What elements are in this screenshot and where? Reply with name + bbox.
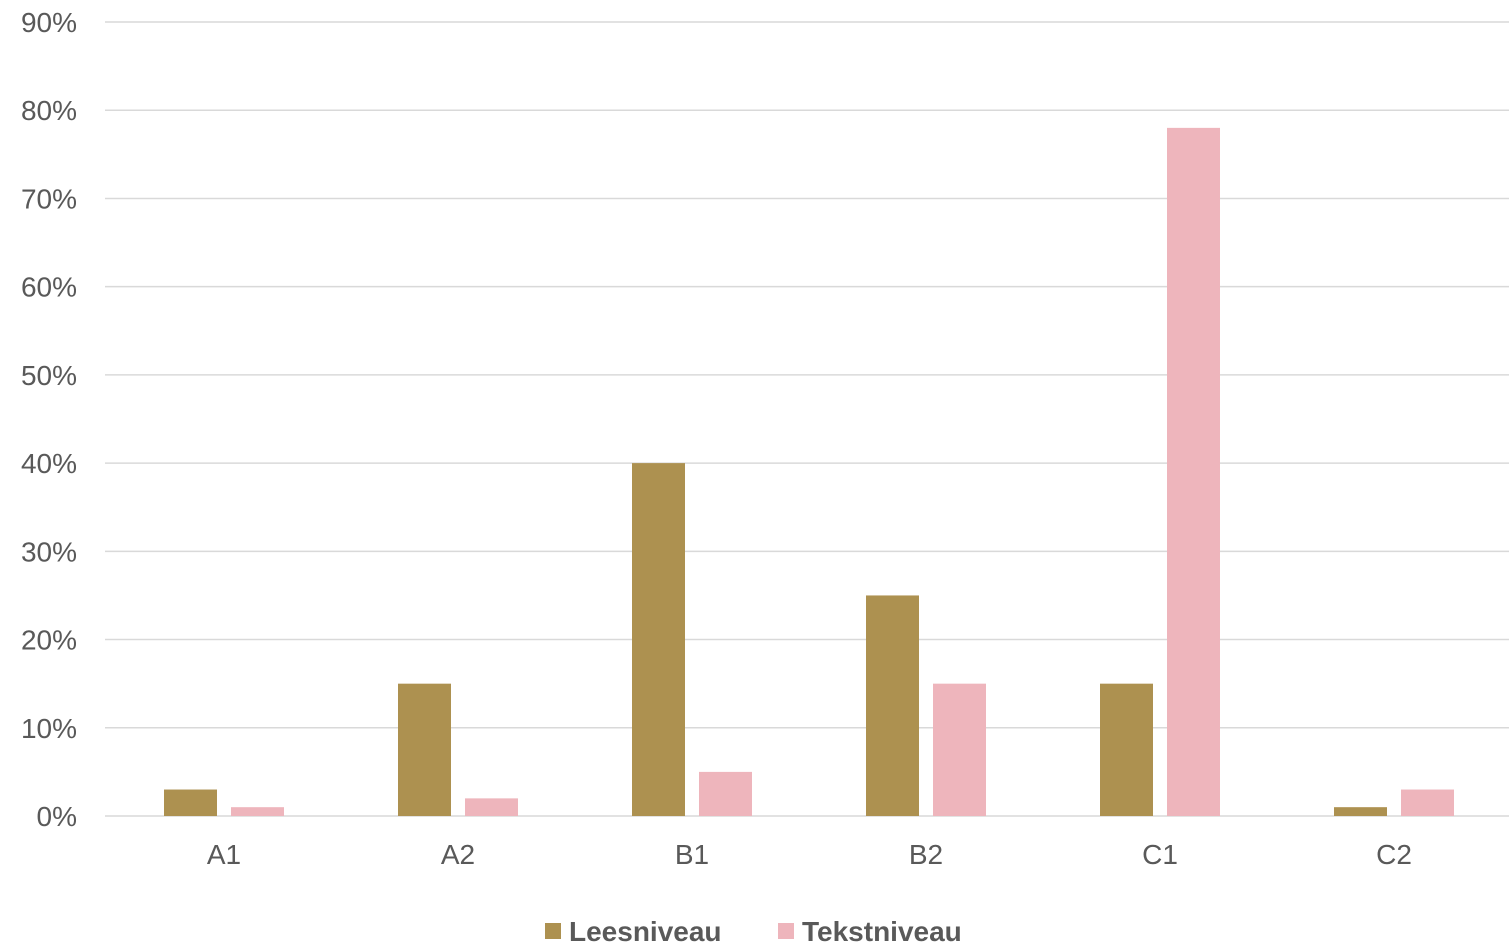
y-tick-label: 10%: [21, 713, 77, 744]
bars: [164, 127, 1454, 816]
x-tick-label-c2: C2: [1376, 839, 1412, 870]
bar-tekstniveau-b1: [699, 771, 752, 816]
y-tick-label: 80%: [21, 95, 77, 126]
gridlines: [105, 21, 1509, 817]
bar-tekstniveau-c1: [1167, 127, 1220, 816]
y-tick-label: 20%: [21, 625, 77, 656]
legend: Leesniveau Tekstniveau: [545, 916, 962, 947]
bar-leesniveau-b2: [866, 595, 919, 816]
bar-leesniveau-a1: [164, 789, 217, 816]
bar-leesniveau-c2: [1334, 807, 1387, 816]
y-tick-label: 40%: [21, 448, 77, 479]
bar-tekstniveau-c2: [1401, 789, 1454, 816]
bar-tekstniveau-a1: [231, 807, 284, 816]
legend-label-tekstniveau: Tekstniveau: [802, 916, 962, 947]
bar-leesniveau-c1: [1100, 683, 1153, 816]
x-tick-label-a1: A1: [207, 839, 241, 870]
bar-leesniveau-a2: [398, 683, 451, 816]
y-tick-label: 60%: [21, 272, 77, 303]
bar-tekstniveau-a2: [465, 798, 518, 816]
legend-swatch-tekstniveau: [778, 923, 794, 939]
x-tick-label-b2: B2: [909, 839, 943, 870]
y-tick-label: 30%: [21, 536, 77, 567]
y-tick-label: 90%: [21, 7, 77, 38]
y-tick-label: 70%: [21, 183, 77, 214]
y-tick-label: 0%: [37, 801, 77, 832]
x-tick-label-a2: A2: [441, 839, 475, 870]
x-axis-tick-labels: A1 A2 B1 B2 C1 C2: [207, 839, 1412, 870]
legend-label-leesniveau: Leesniveau: [569, 916, 722, 947]
bar-tekstniveau-b2: [933, 683, 986, 816]
y-tick-label: 50%: [21, 360, 77, 391]
legend-swatch-leesniveau: [545, 923, 561, 939]
y-axis-tick-labels: 0% 10% 20% 30% 40% 50% 60% 70% 80% 90%: [21, 7, 77, 832]
bar-leesniveau-b1: [632, 463, 685, 816]
x-tick-label-b1: B1: [675, 839, 709, 870]
x-tick-label-c1: C1: [1142, 839, 1178, 870]
